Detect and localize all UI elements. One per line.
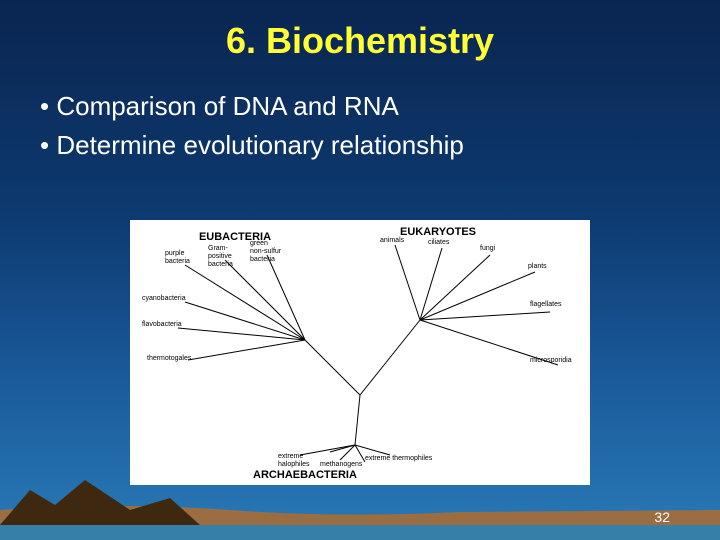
bullet-item: Comparison of DNA and RNA xyxy=(40,87,720,126)
svg-text:non-sulfur: non-sulfur xyxy=(250,248,282,255)
svg-text:flagellates: flagellates xyxy=(530,301,562,308)
svg-text:methanogens: methanogens xyxy=(320,461,363,468)
svg-text:purple: purple xyxy=(165,250,185,257)
svg-text:fungi: fungi xyxy=(480,245,496,252)
svg-text:halophiles: halophiles xyxy=(278,461,310,468)
bullet-item: Determine evolutionary relationship xyxy=(40,126,720,165)
ground-decoration xyxy=(0,480,720,540)
svg-text:Gram-: Gram- xyxy=(208,245,229,252)
page-number: 32 xyxy=(654,509,670,525)
svg-text:extreme thermophiles: extreme thermophiles xyxy=(365,455,433,462)
svg-text:EUKARYOTES: EUKARYOTES xyxy=(400,226,476,238)
svg-text:positive: positive xyxy=(208,253,232,260)
phylogenetic-tree-figure: purplebacteriaGram-positivebacteriagreen… xyxy=(130,220,590,485)
svg-text:EUBACTERIA: EUBACTERIA xyxy=(199,231,271,243)
svg-text:cyanobacteria: cyanobacteria xyxy=(142,295,186,302)
svg-text:bacteria: bacteria xyxy=(250,256,275,263)
svg-text:animals: animals xyxy=(380,237,405,244)
svg-text:plants: plants xyxy=(528,263,547,270)
svg-text:microsporidia: microsporidia xyxy=(530,357,572,364)
svg-text:extreme: extreme xyxy=(278,453,303,460)
svg-text:ciliates: ciliates xyxy=(428,239,450,246)
bullet-list: Comparison of DNA and RNA Determine evol… xyxy=(0,87,720,165)
svg-text:bacteria: bacteria xyxy=(208,261,233,268)
svg-text:thermotogales: thermotogales xyxy=(147,355,192,362)
svg-text:flavobacteria: flavobacteria xyxy=(142,321,182,328)
svg-text:bacteria: bacteria xyxy=(165,258,190,265)
slide-title: 6. Biochemistry xyxy=(0,0,720,87)
